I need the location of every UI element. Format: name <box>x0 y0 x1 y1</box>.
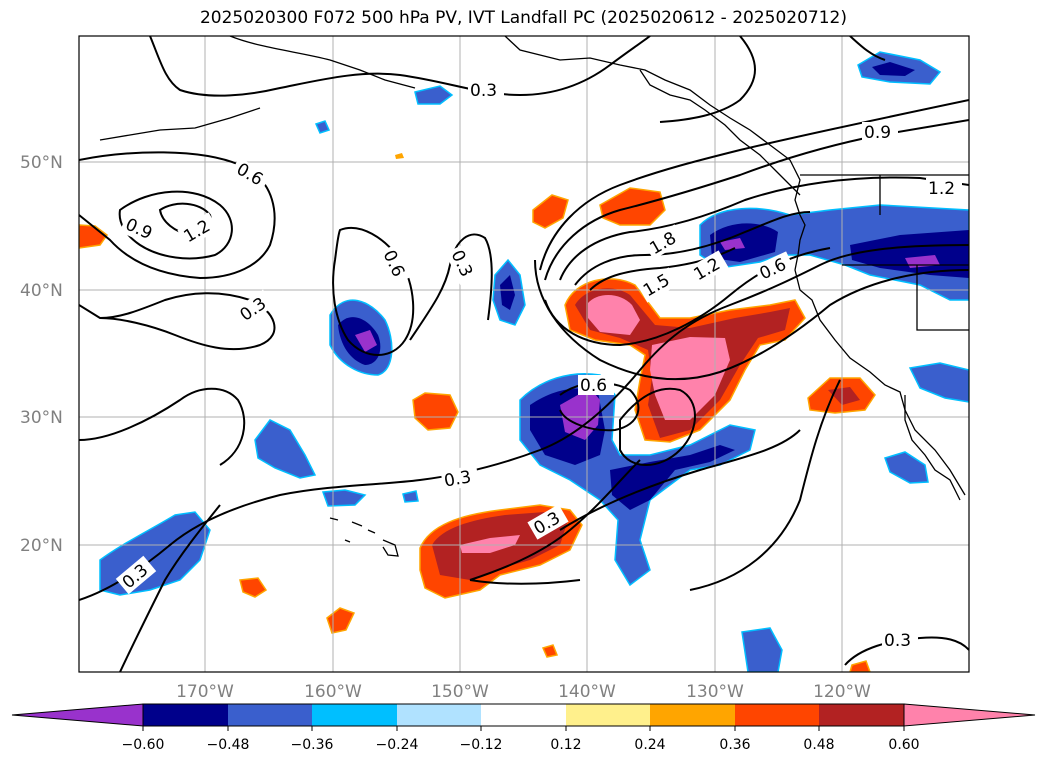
lon-label-170w: 170°W <box>176 682 234 702</box>
coastline-baja <box>904 395 961 501</box>
neg-blob-hawaii-north <box>254 419 317 479</box>
contour-0.3-southeast-2 <box>689 379 841 591</box>
colorbar: −0.60 −0.48 −0.36 −0.24 −0.12 0.12 0.24 … <box>11 703 1036 753</box>
neg-blob-topright-core <box>872 62 915 76</box>
longitude-labels: 170°W 160°W 150°W 140°W 130°W 120°W <box>176 682 871 702</box>
contour-label-jet-1.2-east: 1.2 <box>928 179 955 199</box>
latitude-labels: 50°N 40°N 30°N 20°N <box>20 153 63 556</box>
pos-blob-small-5 <box>395 153 404 159</box>
colorbar-label-7: 0.24 <box>634 737 665 753</box>
neg-blob-northeast-core <box>710 223 969 278</box>
map-frame-border <box>78 35 970 673</box>
neg-blob-east-coast <box>908 362 969 403</box>
colorbar-label-2: −0.48 <box>207 737 250 753</box>
colorbar-right-extension <box>903 703 1036 727</box>
contour-label-se-0.3: 0.3 <box>884 631 911 651</box>
lon-label-120w: 120°W <box>813 682 871 702</box>
colorbar-segment-9 <box>819 704 904 726</box>
colorbar-border <box>142 703 905 727</box>
neg-blob-bottom <box>741 627 783 672</box>
lat-label-40n: 40°N <box>20 281 63 301</box>
lat-label-50n: 50°N <box>20 153 63 173</box>
colorbar-segment-2 <box>228 704 312 726</box>
colorbar-segment-4 <box>397 704 481 726</box>
lon-label-150w: 150°W <box>431 682 489 702</box>
lon-label-130w: 130°W <box>686 682 744 702</box>
map-frame-background <box>79 36 969 672</box>
colorbar-label-3: −0.36 <box>291 737 334 753</box>
colorbar-segment-8 <box>735 704 819 726</box>
contour-jet-1.2 <box>559 176 969 281</box>
contours <box>79 36 969 672</box>
contour-label-north-0.3: 0.3 <box>470 81 497 101</box>
colorbar-segment-1 <box>143 704 228 726</box>
pos-blob-small-1 <box>239 577 268 598</box>
colorbar-label-8: 0.36 <box>719 737 750 753</box>
contour-0.3-bottom-right <box>844 636 969 666</box>
colorbar-segment-5 <box>481 704 566 726</box>
coastline-hawaii <box>329 517 399 557</box>
contour-0.6-main <box>79 387 246 466</box>
lat-label-20n: 20°N <box>20 536 63 556</box>
coastlines <box>99 36 969 557</box>
contour-south-loop <box>619 387 696 466</box>
pos-blob-central-peak-1 <box>588 294 640 335</box>
contour-0.3-north <box>149 36 756 123</box>
contour-0.3-west <box>79 292 276 351</box>
neg-blob-north-mid-core <box>500 275 515 310</box>
lat-label-30n: 30°N <box>20 408 63 428</box>
coastline-us-west <box>794 214 966 496</box>
shading-negative <box>99 51 969 672</box>
pos-blob-east-mid <box>828 387 860 405</box>
colorbar-label-9: 0.48 <box>803 737 834 753</box>
graticule <box>79 36 969 672</box>
neg-blob-small-1 <box>314 120 331 134</box>
neg-blob-west-peak <box>355 330 377 352</box>
border-states <box>842 175 969 331</box>
contour-jet-outer-south <box>534 259 969 381</box>
colorbar-label-4: −0.24 <box>376 737 419 753</box>
pos-blob-small-4 <box>849 660 871 672</box>
contour-jet-1.5 <box>574 211 811 286</box>
coastline-alaska <box>99 36 801 216</box>
contour-0.3-main <box>79 244 969 601</box>
pos-blob-small-2 <box>326 607 356 634</box>
contour-jet-outer <box>539 99 969 271</box>
pos-blob-mid-west <box>412 392 459 431</box>
pos-blob-south-peak <box>460 535 520 553</box>
contour-0.3-topright <box>849 36 886 61</box>
contour-0.6-north <box>79 151 276 280</box>
lon-label-160w: 160°W <box>304 682 362 702</box>
colorbar-label-1: −0.60 <box>122 737 165 753</box>
contour-0.3-south <box>119 429 801 672</box>
neg-blob-southeast <box>884 451 929 484</box>
colorbar-segment-6 <box>566 704 650 726</box>
neg-blob-small-3 <box>402 490 419 503</box>
contour-label-main-0.3: 0.3 <box>443 467 473 491</box>
lon-label-140w: 140°W <box>558 682 616 702</box>
contour-0.3-southeast <box>469 459 641 585</box>
contour-jet-0.9 <box>544 119 969 281</box>
colorbar-segment-3 <box>312 704 397 726</box>
colorbar-ticks <box>142 726 905 731</box>
contour-label-central-0.6: 0.6 <box>580 376 607 396</box>
contour-0.3-mid <box>409 233 493 341</box>
pos-blob-north-2 <box>532 194 569 229</box>
coastline-bc <box>639 69 801 196</box>
neg-blob-central-peak <box>560 388 600 440</box>
colorbar-label-5: −0.12 <box>460 737 503 753</box>
colorbar-left-extension <box>11 703 144 727</box>
pos-blob-small-3 <box>541 644 559 658</box>
colorbar-segment-7 <box>650 704 735 726</box>
colorbar-label-6: 0.12 <box>550 737 581 753</box>
colorbar-label-10: 0.60 <box>888 737 919 753</box>
contour-0.9-west <box>118 190 233 260</box>
contour-label-jet-0.9: 0.9 <box>864 123 891 143</box>
map-title: 2025020300 F072 500 hPa PV, IVT Landfall… <box>199 8 847 28</box>
neg-blob-top <box>414 85 454 105</box>
